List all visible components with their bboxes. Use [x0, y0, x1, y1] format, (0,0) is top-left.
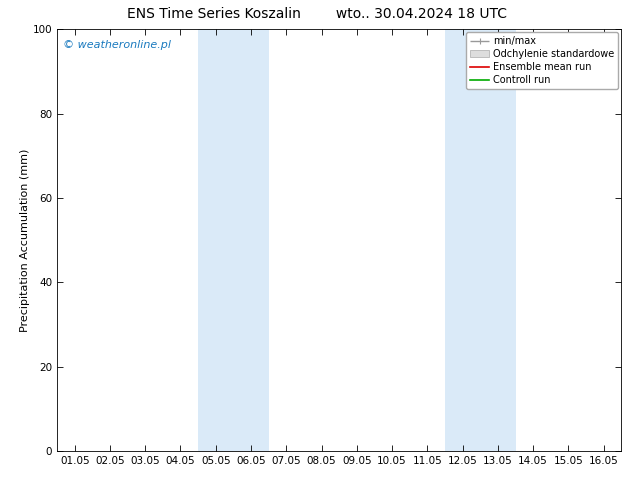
Y-axis label: Precipitation Accumulation (mm): Precipitation Accumulation (mm): [20, 148, 30, 332]
Bar: [445, 29, 515, 451]
Text: © weatheronline.pl: © weatheronline.pl: [63, 40, 171, 50]
Bar: [198, 29, 269, 451]
Text: ENS Time Series Koszalin        wto.. 30.04.2024 18 UTC: ENS Time Series Koszalin wto.. 30.04.202…: [127, 7, 507, 22]
Legend: min/max, Odchylenie standardowe, Ensemble mean run, Controll run: min/max, Odchylenie standardowe, Ensembl…: [466, 32, 618, 89]
